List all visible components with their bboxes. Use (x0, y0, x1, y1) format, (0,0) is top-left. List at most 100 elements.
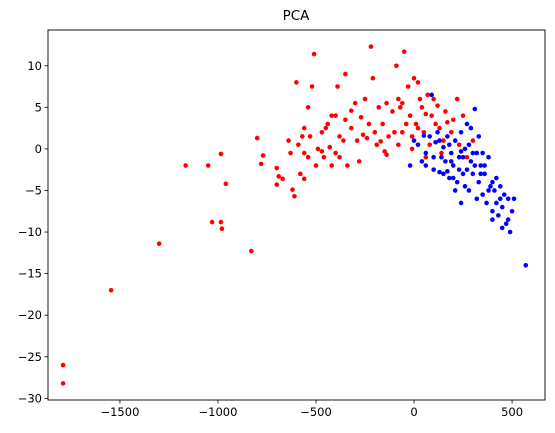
point (505, 217, 511, 222)
x-tick-label: 0 (410, 405, 417, 419)
point (494, 175, 499, 181)
point (301, 176, 307, 182)
point (374, 142, 380, 148)
point (466, 188, 472, 193)
point (254, 135, 260, 141)
point (509, 208, 515, 214)
point (354, 138, 360, 143)
point (382, 149, 387, 154)
point (427, 142, 433, 148)
point (366, 121, 372, 127)
point (345, 163, 350, 168)
point (396, 96, 401, 102)
point (468, 125, 474, 131)
y-tick-label: −10 (18, 225, 42, 239)
point (458, 129, 464, 135)
point (470, 150, 476, 156)
point (296, 142, 301, 148)
point (219, 226, 225, 232)
point (523, 263, 529, 268)
point (396, 142, 401, 148)
point (458, 200, 464, 206)
point (499, 204, 505, 210)
point (427, 134, 433, 139)
point (460, 171, 466, 177)
point (503, 221, 509, 227)
point (415, 142, 421, 148)
point (358, 115, 364, 120)
x-tick-label: −1500 (100, 405, 139, 419)
point (394, 63, 399, 69)
point (450, 175, 456, 181)
point (362, 96, 368, 102)
point (343, 117, 348, 123)
point (490, 179, 495, 185)
point (486, 188, 491, 193)
point (448, 129, 454, 135)
point (423, 111, 429, 117)
point (309, 84, 315, 89)
point (437, 169, 442, 175)
point (305, 105, 311, 110)
point (319, 129, 325, 135)
point (480, 192, 485, 197)
point (356, 159, 362, 164)
point (431, 96, 436, 102)
point (392, 129, 397, 135)
axes-frame (47, 29, 546, 401)
point (376, 105, 382, 110)
point (429, 92, 434, 98)
point (482, 163, 487, 168)
point (333, 113, 338, 118)
y-tick-label: −20 (18, 308, 42, 322)
point (378, 139, 384, 144)
point (292, 193, 297, 199)
point (441, 138, 446, 143)
point (421, 133, 427, 138)
point (183, 163, 188, 168)
point (423, 163, 429, 168)
point (488, 184, 493, 189)
point (433, 121, 438, 127)
point (437, 125, 442, 131)
point (476, 179, 482, 185)
point (399, 100, 405, 106)
point (460, 154, 466, 160)
point (386, 134, 391, 139)
point (454, 179, 460, 185)
point (464, 167, 470, 172)
point (301, 125, 307, 131)
point (456, 142, 462, 148)
point (423, 150, 429, 156)
point (456, 154, 462, 160)
point (499, 225, 505, 231)
point (409, 134, 415, 139)
point (429, 113, 434, 118)
point (329, 113, 334, 118)
point (445, 119, 450, 125)
point (447, 175, 452, 181)
point (474, 150, 480, 156)
point (299, 134, 305, 139)
point (423, 154, 429, 160)
y-tick-label: 10 (27, 59, 42, 73)
point (472, 106, 478, 112)
point (464, 154, 470, 160)
point (445, 134, 450, 139)
point (443, 109, 448, 114)
point (260, 153, 266, 158)
point (321, 154, 327, 160)
point (352, 100, 358, 106)
point (490, 208, 495, 214)
point (280, 176, 285, 182)
point (405, 84, 411, 89)
point (364, 135, 370, 141)
point (452, 188, 458, 193)
point (435, 129, 440, 135)
point (472, 163, 478, 168)
point (348, 125, 354, 131)
point (476, 134, 482, 139)
point (454, 96, 460, 102)
y-tick-label: −30 (18, 391, 42, 405)
